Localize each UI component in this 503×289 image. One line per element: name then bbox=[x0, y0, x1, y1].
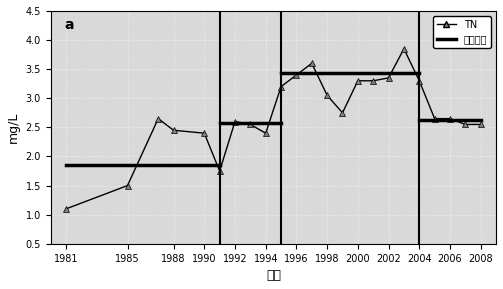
X-axis label: 年份: 年份 bbox=[266, 269, 281, 282]
Text: a: a bbox=[64, 18, 73, 32]
Y-axis label: mg/L: mg/L bbox=[7, 112, 20, 143]
Legend: TN, 阶段均值: TN, 阶段均值 bbox=[433, 16, 491, 49]
